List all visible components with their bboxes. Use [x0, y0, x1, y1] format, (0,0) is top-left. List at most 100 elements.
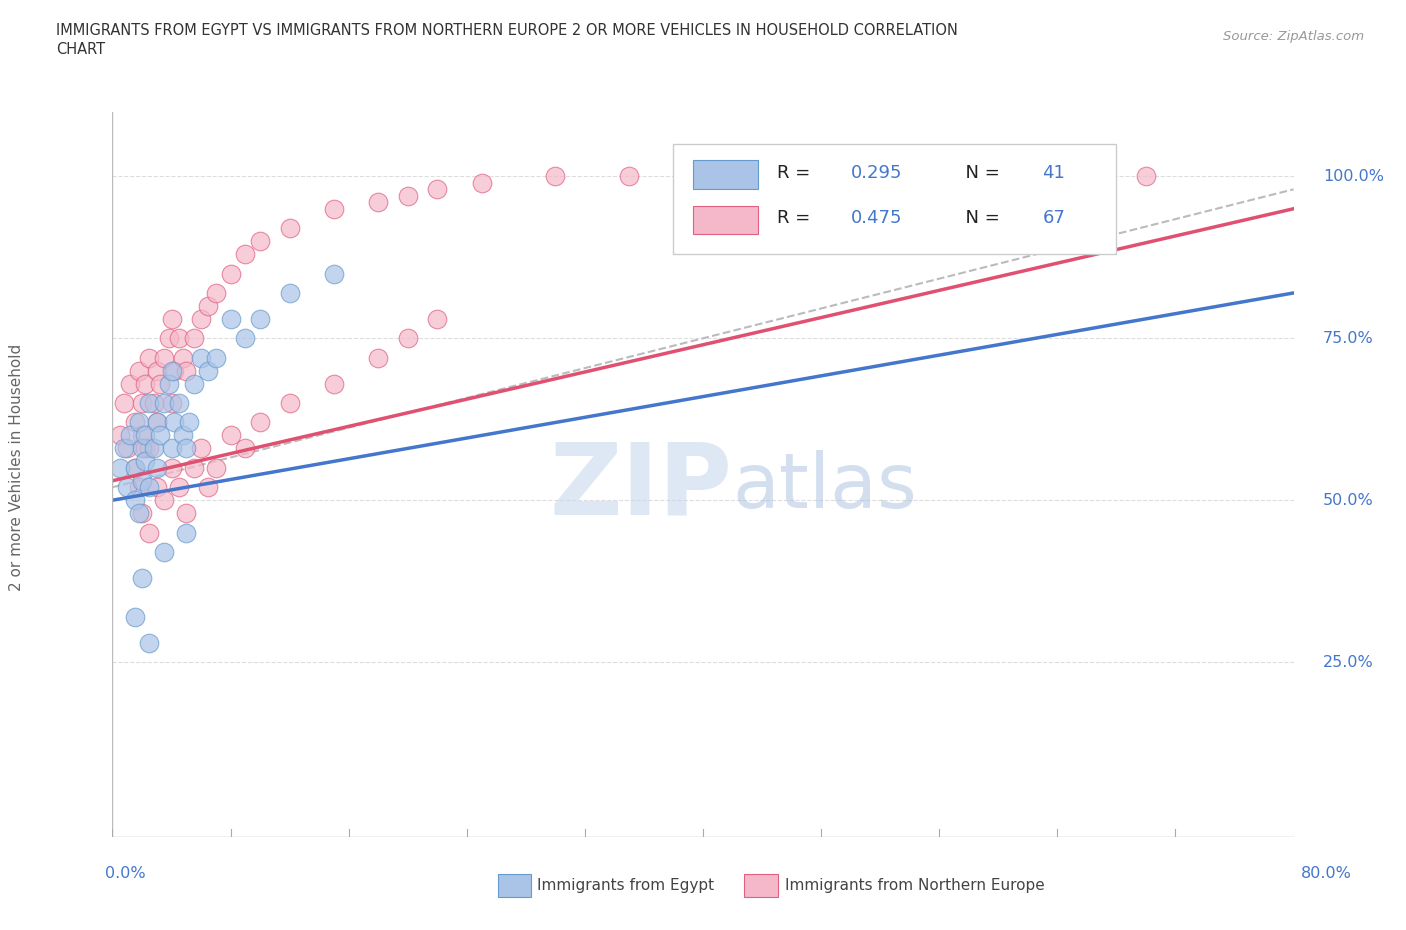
Point	[219, 266, 242, 281]
Point	[839, 169, 862, 184]
Point	[138, 635, 160, 650]
Point	[157, 331, 180, 346]
Text: 100.0%: 100.0%	[1323, 169, 1384, 184]
Point	[134, 454, 156, 469]
Point	[138, 441, 160, 456]
Point	[124, 415, 146, 430]
Point	[197, 364, 219, 379]
Point	[138, 525, 160, 540]
Point	[174, 525, 197, 540]
Point	[149, 376, 172, 391]
Point	[146, 364, 169, 379]
Point	[190, 441, 212, 456]
Text: 0.475: 0.475	[851, 209, 903, 228]
Point	[179, 415, 201, 430]
Text: 25.0%: 25.0%	[1323, 655, 1374, 670]
Text: R =: R =	[778, 209, 815, 228]
FancyBboxPatch shape	[693, 206, 758, 234]
Point	[124, 609, 146, 624]
Point	[131, 428, 153, 443]
Point	[692, 169, 714, 184]
Point	[134, 428, 156, 443]
Point	[138, 351, 160, 365]
Point	[987, 169, 1010, 184]
Text: Source: ZipAtlas.com: Source: ZipAtlas.com	[1223, 30, 1364, 43]
Text: 80.0%: 80.0%	[1301, 866, 1351, 881]
Text: IMMIGRANTS FROM EGYPT VS IMMIGRANTS FROM NORTHERN EUROPE 2 OR MORE VEHICLES IN H: IMMIGRANTS FROM EGYPT VS IMMIGRANTS FROM…	[56, 23, 957, 38]
Text: 41: 41	[1043, 164, 1066, 182]
Point	[160, 460, 183, 475]
Point	[197, 299, 219, 313]
Point	[323, 376, 346, 391]
Point	[367, 351, 389, 365]
Text: 75.0%: 75.0%	[1323, 331, 1374, 346]
Point	[128, 480, 150, 495]
Point	[160, 312, 183, 326]
Text: 50.0%: 50.0%	[1323, 493, 1374, 508]
Text: Immigrants from Northern Europe: Immigrants from Northern Europe	[785, 878, 1045, 893]
Point	[172, 428, 194, 443]
Point	[117, 480, 138, 495]
Point	[112, 441, 135, 456]
Point	[153, 493, 176, 508]
Point	[396, 189, 419, 204]
Point	[120, 376, 142, 391]
Point	[128, 506, 150, 521]
Point	[174, 364, 197, 379]
Point	[426, 182, 449, 197]
Point	[174, 441, 197, 456]
Point	[112, 395, 135, 410]
Point	[1062, 169, 1084, 184]
Point	[138, 395, 160, 410]
Point	[153, 351, 176, 365]
Point	[160, 364, 183, 379]
Point	[183, 460, 205, 475]
Point	[146, 460, 169, 475]
Text: R =: R =	[778, 164, 815, 182]
Point	[323, 266, 346, 281]
Point	[426, 312, 449, 326]
Point	[233, 331, 256, 346]
Point	[1135, 169, 1157, 184]
Point	[219, 312, 242, 326]
Point	[142, 441, 165, 456]
Point	[233, 246, 256, 261]
Point	[278, 286, 301, 300]
Point	[108, 428, 131, 443]
Point	[146, 415, 169, 430]
Point	[138, 480, 160, 495]
Point	[120, 428, 142, 443]
Point	[124, 460, 146, 475]
Point	[174, 506, 197, 521]
Point	[146, 480, 169, 495]
Point	[197, 480, 219, 495]
Point	[128, 415, 150, 430]
Text: 0.295: 0.295	[851, 164, 903, 182]
Point	[396, 331, 419, 346]
Point	[205, 351, 228, 365]
Point	[914, 169, 936, 184]
Point	[131, 570, 153, 585]
Point	[190, 312, 212, 326]
Point	[160, 441, 183, 456]
Point	[131, 506, 153, 521]
Text: ZIP: ZIP	[550, 439, 733, 536]
Point	[619, 169, 641, 184]
Point	[134, 441, 156, 456]
Point	[172, 351, 194, 365]
Point	[544, 169, 567, 184]
Point	[183, 331, 205, 346]
Text: N =: N =	[955, 164, 1005, 182]
Point	[205, 460, 228, 475]
Point	[153, 395, 176, 410]
Point	[470, 176, 494, 191]
Text: atlas: atlas	[733, 450, 917, 525]
Point	[249, 312, 271, 326]
Point	[128, 364, 150, 379]
Point	[278, 220, 301, 235]
Point	[157, 376, 180, 391]
Text: CHART: CHART	[56, 42, 105, 57]
FancyBboxPatch shape	[693, 160, 758, 189]
Point	[131, 395, 153, 410]
Point	[146, 415, 169, 430]
